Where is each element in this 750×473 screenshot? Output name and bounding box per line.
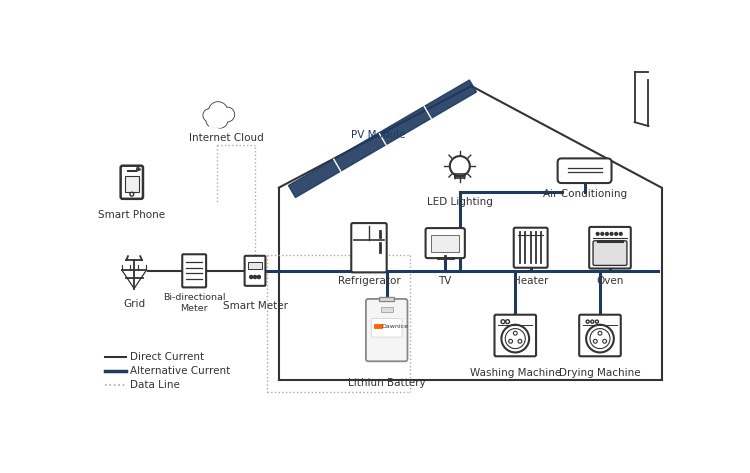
Text: Internet Cloud: Internet Cloud [189,133,264,143]
FancyBboxPatch shape [366,299,407,361]
Circle shape [204,110,215,121]
Text: Drying Machine: Drying Machine [560,368,640,378]
Text: LED Lighting: LED Lighting [427,197,493,207]
Text: TV: TV [439,276,452,286]
Text: Smart Phone: Smart Phone [98,210,166,220]
Text: Dawnice: Dawnice [381,324,408,329]
Text: PV Module: PV Module [351,130,406,140]
Bar [248,262,262,269]
FancyBboxPatch shape [244,256,266,286]
Text: Grid: Grid [123,299,146,309]
Circle shape [206,114,219,127]
Text: Data Line: Data Line [130,380,180,390]
Circle shape [220,107,234,122]
Circle shape [209,102,227,121]
Circle shape [207,115,218,126]
Circle shape [209,102,227,121]
Circle shape [220,107,234,122]
Text: Heater: Heater [513,276,548,286]
Circle shape [214,114,226,127]
Circle shape [206,114,219,127]
Text: Refrigerator: Refrigerator [338,276,400,286]
FancyBboxPatch shape [494,315,536,356]
Bar [125,176,139,192]
FancyBboxPatch shape [182,254,206,288]
Circle shape [601,232,604,235]
Bar [379,298,394,301]
Circle shape [203,109,216,122]
FancyBboxPatch shape [351,223,387,272]
FancyBboxPatch shape [590,227,631,269]
Text: Direct Current: Direct Current [130,352,205,362]
Text: Smart Meter: Smart Meter [223,301,287,311]
Circle shape [214,114,227,128]
Circle shape [257,275,260,279]
Circle shape [250,275,253,279]
Circle shape [610,232,613,235]
Bar [380,307,393,312]
Text: Washing Machine: Washing Machine [470,368,561,378]
Bar [431,236,459,252]
Circle shape [221,108,233,121]
FancyBboxPatch shape [371,318,402,337]
Circle shape [203,109,216,122]
Text: Air Conditioning: Air Conditioning [542,189,627,199]
Circle shape [605,232,608,235]
Polygon shape [289,80,476,198]
Circle shape [214,114,227,128]
FancyBboxPatch shape [593,241,627,265]
Circle shape [615,232,617,235]
FancyBboxPatch shape [514,228,548,268]
Text: Oven: Oven [596,276,624,286]
Text: Lithiun Battery: Lithiun Battery [348,378,425,388]
Circle shape [209,103,226,120]
FancyBboxPatch shape [557,158,611,183]
Circle shape [620,232,622,235]
FancyBboxPatch shape [579,315,621,356]
Text: Alternative Current: Alternative Current [130,366,230,376]
FancyBboxPatch shape [425,228,465,258]
Text: Bi-directional
Meter: Bi-directional Meter [163,293,226,313]
FancyBboxPatch shape [121,166,143,199]
Circle shape [596,232,599,235]
Circle shape [254,275,257,279]
